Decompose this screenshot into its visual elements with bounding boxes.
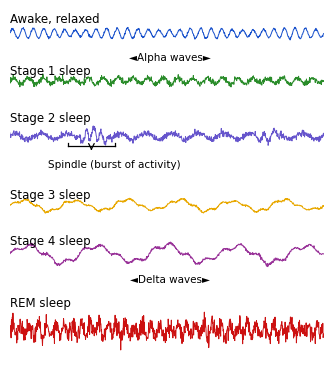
- Text: Awake, relaxed: Awake, relaxed: [10, 13, 99, 26]
- Text: REM sleep: REM sleep: [10, 297, 71, 310]
- Text: Stage 2 sleep: Stage 2 sleep: [10, 112, 91, 125]
- Text: Stage 1 sleep: Stage 1 sleep: [10, 65, 91, 78]
- Text: Stage 3 sleep: Stage 3 sleep: [10, 189, 90, 202]
- Text: ◄Alpha waves►: ◄Alpha waves►: [129, 53, 211, 62]
- Text: ◄Delta waves►: ◄Delta waves►: [130, 275, 210, 285]
- Text: Spindle (burst of activity): Spindle (burst of activity): [48, 160, 181, 170]
- Text: Stage 4 sleep: Stage 4 sleep: [10, 235, 91, 248]
